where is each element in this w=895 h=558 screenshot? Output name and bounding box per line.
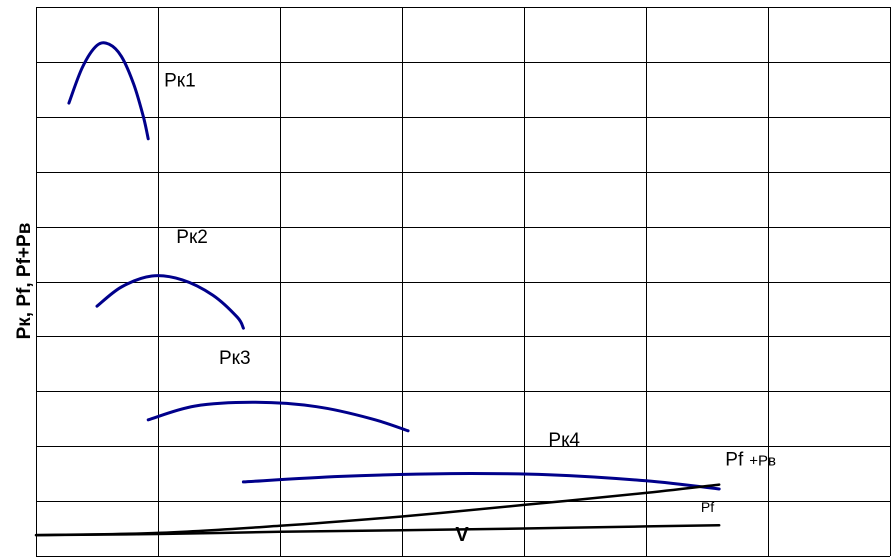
- curve-label: Pк2: [176, 227, 208, 248]
- grid: [36, 7, 891, 557]
- curve-label: Pк4: [548, 430, 580, 451]
- curve-label: Pf +Pв: [725, 449, 776, 470]
- curve-label: Pf: [701, 499, 714, 515]
- series-line-pк1: [67, 41, 150, 141]
- curve-labels: Pк1 Pк2 Pк3 Pк4 Pf +Pв Pf: [164, 71, 776, 515]
- series-line-pк4: [241, 472, 721, 491]
- curve-label: Pк3: [219, 348, 251, 369]
- curve-label: Pк1: [164, 71, 196, 92]
- curves: [34, 41, 721, 537]
- series-line-pк3: [146, 400, 410, 433]
- y-axis-label: Pк, Pf, Pf+Pв: [14, 223, 35, 340]
- series-line-pf: [34, 524, 721, 537]
- x-axis-label: V: [455, 524, 469, 546]
- series-line-pк2: [95, 274, 245, 330]
